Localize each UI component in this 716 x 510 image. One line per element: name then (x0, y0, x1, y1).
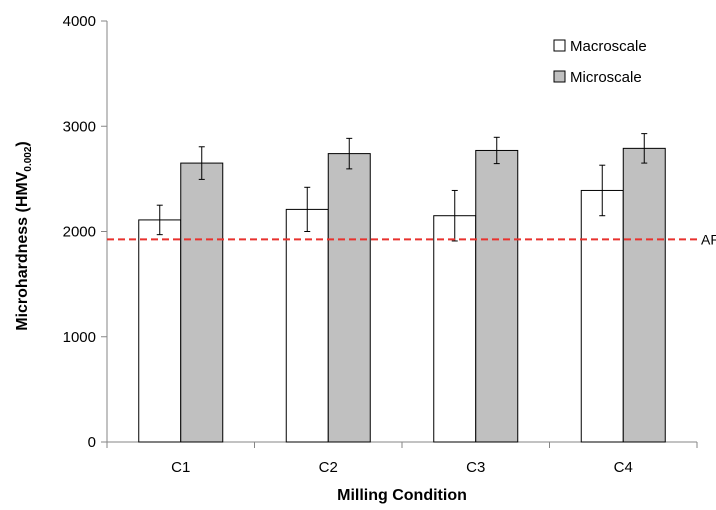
y-tick-label: 4000 (63, 13, 96, 30)
y-tick-label: 2000 (63, 224, 96, 241)
y-axis-title-main: Microhardness (HMV (14, 171, 31, 330)
legend: Macroscale Microscale (553, 38, 647, 86)
y-axis-title-group: Microhardness (HMV0.002) (14, 141, 34, 331)
legend-label-macroscale: Macroscale (570, 38, 647, 55)
bar-microscale-c2 (327, 153, 371, 443)
tick-labels: 0 1000 2000 3000 4000 C1 C2 C3 C4 (63, 13, 633, 476)
bar-microscale-c1 (180, 162, 224, 443)
x-tick-label: C2 (319, 459, 338, 476)
y-tick-label: 0 (88, 434, 96, 451)
x-tick-label: C4 (614, 459, 633, 476)
reference-line-group: AR (107, 231, 716, 247)
y-tick-label: 3000 (63, 118, 96, 135)
bars (138, 133, 666, 443)
legend-label-microscale: Microscale (570, 69, 642, 86)
bar-macroscale-c2 (285, 208, 329, 443)
legend-swatch-microscale (553, 70, 566, 83)
y-axis-title-close: ) (14, 141, 31, 146)
y-axis-title: Microhardness (HMV0.002) (14, 141, 34, 331)
x-axis-title: Milling Condition (337, 487, 467, 504)
x-tick-label: C1 (171, 459, 190, 476)
bar-microscale-c3 (475, 149, 519, 443)
x-tick-label: C3 (466, 459, 485, 476)
bar-macroscale-c4 (580, 189, 624, 443)
bar-macroscale-c1 (138, 219, 182, 443)
bar-microscale-c4 (622, 147, 666, 443)
y-axis-title-subscript: 0.002 (23, 146, 34, 171)
legend-swatch-macroscale (553, 39, 566, 52)
bar-macroscale-c3 (433, 215, 477, 443)
y-tick-label: 1000 (63, 329, 96, 346)
reference-line-label: AR (701, 231, 716, 247)
